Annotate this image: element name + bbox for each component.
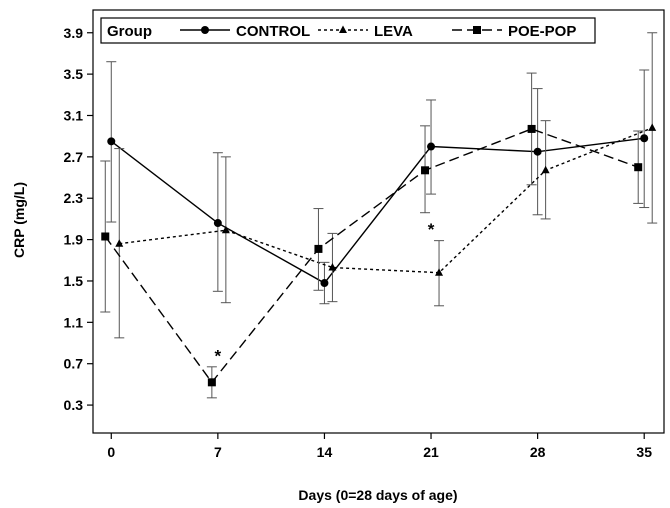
significance-marker: * <box>428 220 435 239</box>
series-line <box>119 127 653 274</box>
y-tick-label: 3.1 <box>64 107 84 123</box>
plot-area: ** <box>100 32 658 399</box>
legend-item-leva: LEVA <box>318 23 413 40</box>
significance-marker: * <box>215 346 222 365</box>
data-point <box>648 123 657 131</box>
series-control <box>106 61 650 305</box>
y-tick-label: 1.1 <box>64 314 84 330</box>
data-point <box>115 239 124 247</box>
y-tick-label: 2.7 <box>64 149 84 165</box>
y-axis: 0.3 0.7 1.1 1.5 1.9 2.3 2.7 3.1 3.5 3.9 <box>64 25 93 413</box>
y-tick-label: 0.3 <box>64 397 84 413</box>
legend-label: CONTROL <box>236 23 310 40</box>
data-point <box>634 163 643 172</box>
legend-marker <box>339 25 347 33</box>
x-tick-label: 21 <box>423 444 439 460</box>
data-point <box>207 378 216 387</box>
data-point <box>320 279 329 288</box>
data-point <box>427 142 436 151</box>
y-tick-label: 3.9 <box>64 25 84 41</box>
series-line <box>104 128 639 384</box>
data-point <box>527 124 536 133</box>
data-point <box>221 225 230 234</box>
legend: Group CONTROL LEVA POE-POP <box>100 17 596 44</box>
x-tick-label: 35 <box>636 444 652 460</box>
data-point <box>435 268 444 276</box>
y-axis-label: CRP (mg/L) <box>11 182 27 258</box>
legend-label: LEVA <box>374 23 413 40</box>
data-point <box>640 134 649 143</box>
plot-frame <box>92 9 665 434</box>
series-leva <box>114 32 658 339</box>
legend-marker <box>201 26 209 34</box>
y-tick-label: 3.5 <box>64 66 84 82</box>
data-point <box>533 147 542 156</box>
x-tick-label: 14 <box>317 444 333 460</box>
data-point <box>421 166 430 175</box>
legend-marker <box>473 26 481 34</box>
x-axis: 0 7 14 21 28 35 <box>107 433 652 460</box>
x-tick-label: 28 <box>530 444 546 460</box>
data-point <box>213 219 222 228</box>
series-poe-pop <box>100 72 644 399</box>
data-point <box>314 244 323 253</box>
legend-label: POE-POP <box>508 23 576 40</box>
y-tick-label: 2.3 <box>64 190 84 206</box>
legend-title: Group <box>107 23 152 40</box>
x-tick-label: 7 <box>214 444 222 460</box>
data-point <box>541 165 550 174</box>
legend-item-control: CONTROL <box>180 23 310 40</box>
data-point <box>107 137 116 146</box>
series-line <box>110 137 645 284</box>
data-point <box>101 232 110 241</box>
x-tick-label: 0 <box>107 444 115 460</box>
y-tick-label: 1.9 <box>64 232 84 248</box>
data-point <box>328 263 337 271</box>
y-tick-label: 0.7 <box>64 356 84 372</box>
y-tick-label: 1.5 <box>64 273 84 289</box>
x-axis-label: Days (0=28 days of age) <box>298 487 457 503</box>
legend-item-poe-pop: POE-POP <box>452 23 576 40</box>
